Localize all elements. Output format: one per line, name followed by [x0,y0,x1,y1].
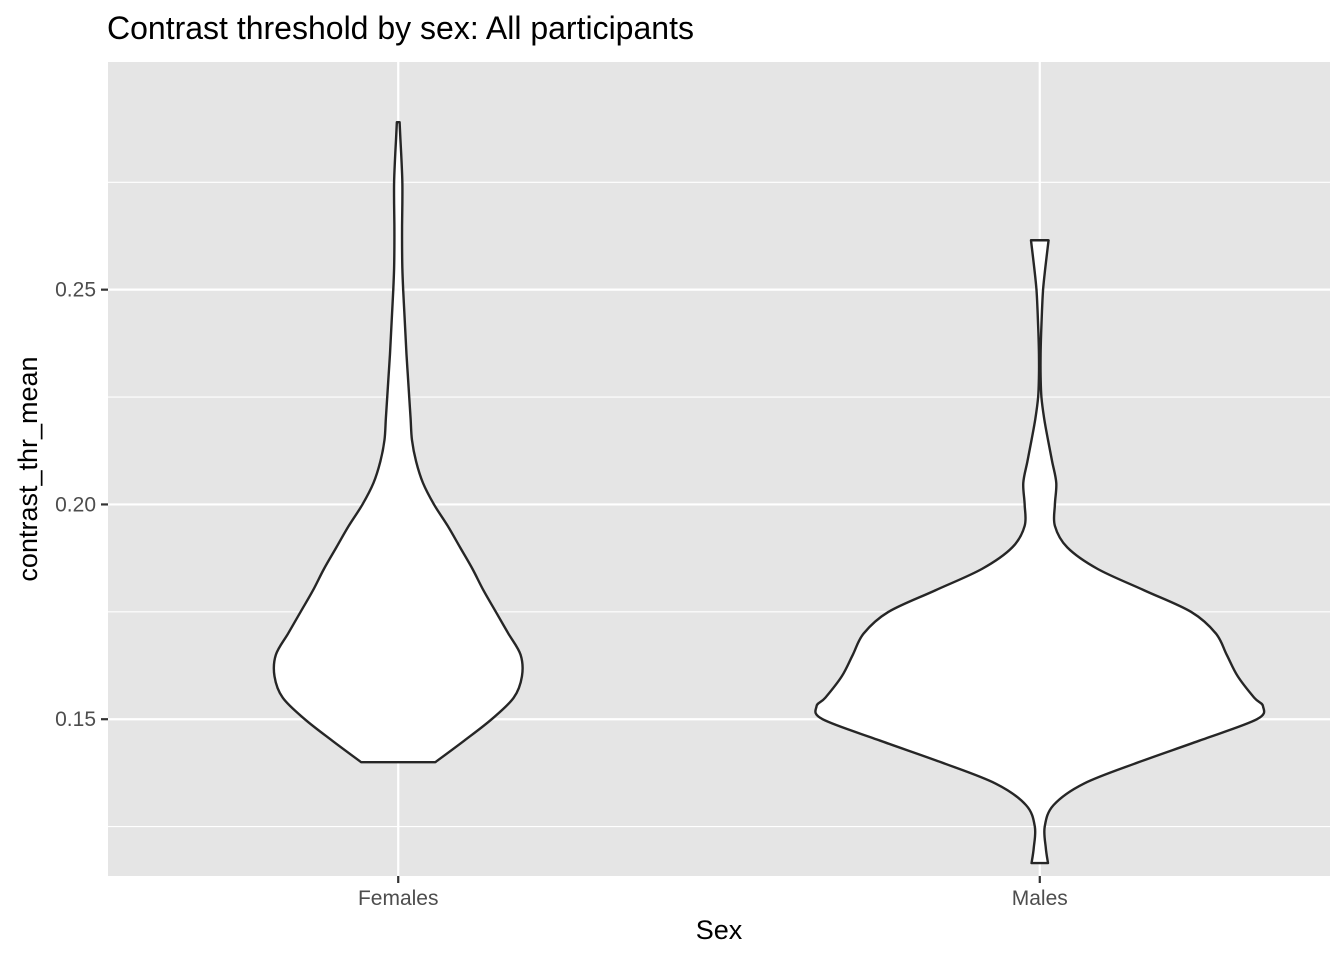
chart-title: Contrast threshold by sex: All participa… [107,10,694,46]
y-tick-label: 0.25 [55,279,96,302]
axis-layer: 0.15 0.20 0.25 Females Males [55,279,1068,910]
y-tick-label: 0.15 [55,708,96,731]
x-tick-label: Females [358,887,439,910]
x-tick-label: Males [1012,887,1068,910]
violin-males [814,239,1266,865]
y-axis-title: contrast_thr_mean [13,356,43,581]
x-axis-title: Sex [696,915,743,945]
y-tick-label: 0.20 [55,493,96,516]
violin-females [272,120,524,764]
violin-layer [272,120,1266,865]
